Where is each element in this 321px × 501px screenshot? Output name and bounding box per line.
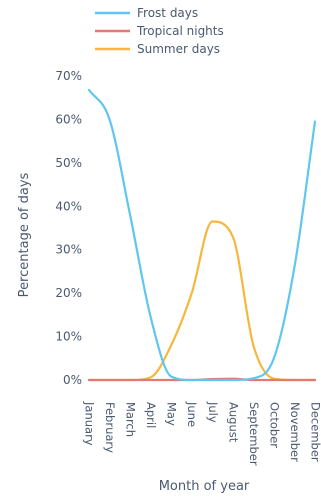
y-tick-label: 60% — [55, 112, 82, 126]
y-tick-label: 0% — [63, 373, 82, 387]
x-tick-label: June — [185, 401, 199, 427]
x-tick-label: April — [144, 402, 158, 428]
x-tick-label: September — [247, 402, 261, 466]
x-axis: January February March April May June July Augu… — [83, 401, 321, 466]
legend[interactable]: Frost days Tropical nights Summer days — [95, 6, 224, 56]
series-line-frost-days — [87, 88, 317, 382]
x-tick-label: November — [288, 402, 302, 462]
series-line-summer-days — [87, 220, 317, 382]
y-tick-label: 30% — [55, 243, 82, 257]
y-tick-label: 10% — [55, 330, 82, 344]
y-tick-label: 70% — [55, 69, 82, 83]
x-tick-label: July — [206, 401, 220, 423]
legend-item[interactable]: Frost days — [95, 6, 198, 20]
x-tick-label: August — [226, 402, 240, 443]
plot-area — [87, 88, 317, 382]
x-tick-label: February — [103, 402, 117, 453]
legend-item[interactable]: Summer days — [95, 42, 220, 56]
legend-label: Frost days — [137, 6, 198, 20]
x-tick-label: March — [124, 402, 138, 437]
legend-label: Summer days — [137, 42, 220, 56]
y-tick-label: 50% — [55, 156, 82, 170]
y-tick-label: 20% — [55, 286, 82, 300]
y-tick-label: 40% — [55, 199, 82, 213]
x-tick-label: January — [83, 401, 97, 446]
legend-label: Tropical nights — [136, 24, 224, 38]
x-tick-label: December — [309, 402, 321, 462]
y-axis: 0% 10% 20% 30% 40% 50% 60% 70% — [55, 69, 82, 387]
x-tick-label: May — [165, 402, 179, 426]
x-tick-label: October — [267, 402, 281, 448]
y-axis-title: Percentage of days — [17, 172, 32, 297]
x-axis-title: Month of year — [159, 479, 250, 494]
legend-item[interactable]: Tropical nights — [95, 24, 224, 38]
